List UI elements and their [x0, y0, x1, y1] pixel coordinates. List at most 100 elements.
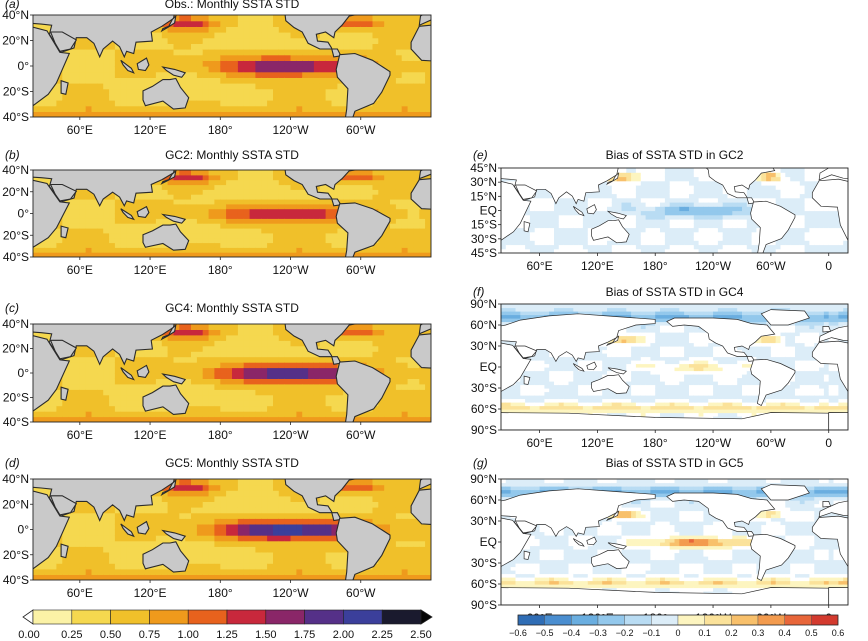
- field-cell: [401, 174, 409, 181]
- field-cell: [185, 389, 192, 396]
- field-cell: [226, 535, 233, 542]
- field-cell: [144, 49, 151, 56]
- field-cell: [214, 71, 221, 78]
- field-cell: [237, 568, 245, 575]
- field-cell: [237, 213, 245, 219]
- field-cell: [232, 383, 239, 390]
- field-cell: [337, 501, 344, 508]
- field-cell: [360, 416, 368, 422]
- field-cell: [196, 100, 204, 107]
- field-cell: [185, 373, 192, 379]
- landmass: [161, 373, 187, 385]
- field-cell: [407, 242, 415, 248]
- lat-tick-label: 0°: [18, 366, 30, 380]
- field-cell: [267, 340, 274, 347]
- field-cell: [85, 228, 93, 234]
- field-cell: [296, 362, 303, 369]
- field-cell: [331, 507, 338, 514]
- field-cell: [349, 324, 356, 330]
- field-cell: [91, 247, 98, 253]
- field-cell: [185, 105, 192, 112]
- field-cell: [284, 546, 292, 553]
- field-cell: [161, 356, 169, 363]
- field-cell: [290, 43, 297, 50]
- field-cell: [232, 54, 239, 61]
- field-cell: [85, 194, 93, 200]
- field-cell: [150, 37, 157, 44]
- field-cell: [284, 71, 292, 78]
- field-cell: [325, 546, 333, 553]
- field-cell: [173, 373, 180, 379]
- field-cell: [114, 88, 122, 95]
- field-cell: [179, 37, 186, 44]
- field-cell: [74, 242, 81, 248]
- field-cell: [79, 362, 87, 369]
- field-cell: [191, 194, 198, 200]
- field-cell: [74, 232, 81, 239]
- field-cell: [331, 378, 338, 385]
- field-cell: [413, 228, 420, 234]
- field-cell: [179, 228, 186, 234]
- field-cell: [74, 199, 81, 205]
- field-cell: [226, 329, 233, 336]
- field-cell: [273, 20, 280, 27]
- field-cell: [114, 351, 122, 358]
- field-cell: [372, 43, 379, 50]
- field-cell: [319, 411, 327, 418]
- field-cell: [354, 479, 362, 486]
- field-cell: [114, 546, 122, 553]
- field-cell: [185, 546, 192, 553]
- field-cell: [155, 563, 163, 570]
- field-cell: [273, 351, 280, 358]
- field-cell: [208, 54, 216, 61]
- field-cell: [401, 199, 409, 205]
- field-cell: [103, 49, 110, 56]
- field-cell: [97, 389, 104, 396]
- lat-tick-label: 20°N: [2, 185, 29, 199]
- field-cell: [267, 367, 274, 374]
- field-cell: [331, 529, 338, 536]
- field-cell: [185, 523, 192, 531]
- field-cell: [261, 228, 268, 234]
- field-cell: [278, 203, 286, 210]
- field-cell: [196, 77, 204, 84]
- field-cell: [79, 574, 87, 580]
- field-cell: [395, 32, 403, 39]
- field-cell: [167, 71, 175, 78]
- field-cell: [85, 94, 93, 101]
- field-cell: [261, 340, 268, 347]
- field-cell: [284, 484, 292, 491]
- field-cell: [196, 568, 204, 575]
- field-cell: [267, 189, 274, 195]
- field-cell: [138, 43, 145, 50]
- field-cell: [255, 484, 262, 491]
- field-cell: [103, 400, 110, 407]
- field-cell: [390, 389, 397, 396]
- field-cell: [243, 189, 251, 195]
- field-cell: [91, 362, 98, 369]
- field-cell: [308, 394, 315, 401]
- field-cell: [173, 340, 180, 347]
- field-cell: [237, 199, 245, 205]
- field-cell: [267, 334, 274, 341]
- field-cell: [349, 37, 356, 44]
- field-cell: [390, 518, 397, 525]
- field-cell: [196, 400, 204, 407]
- field-cell: [337, 83, 344, 90]
- field-cell: [296, 383, 303, 390]
- field-cell: [390, 49, 397, 56]
- field-cell: [232, 540, 239, 547]
- field-cell: [144, 111, 151, 117]
- field-cell: [284, 540, 292, 547]
- field-cell: [214, 362, 221, 369]
- field-cell: [372, 170, 379, 176]
- field-cell: [155, 77, 163, 84]
- field-cell: [360, 105, 368, 112]
- field-cell: [296, 529, 303, 536]
- field-cell: [401, 340, 409, 347]
- field-cell: [91, 66, 98, 73]
- field-cell: [56, 411, 63, 418]
- field-cell: [249, 535, 257, 542]
- field-cell: [384, 252, 391, 257]
